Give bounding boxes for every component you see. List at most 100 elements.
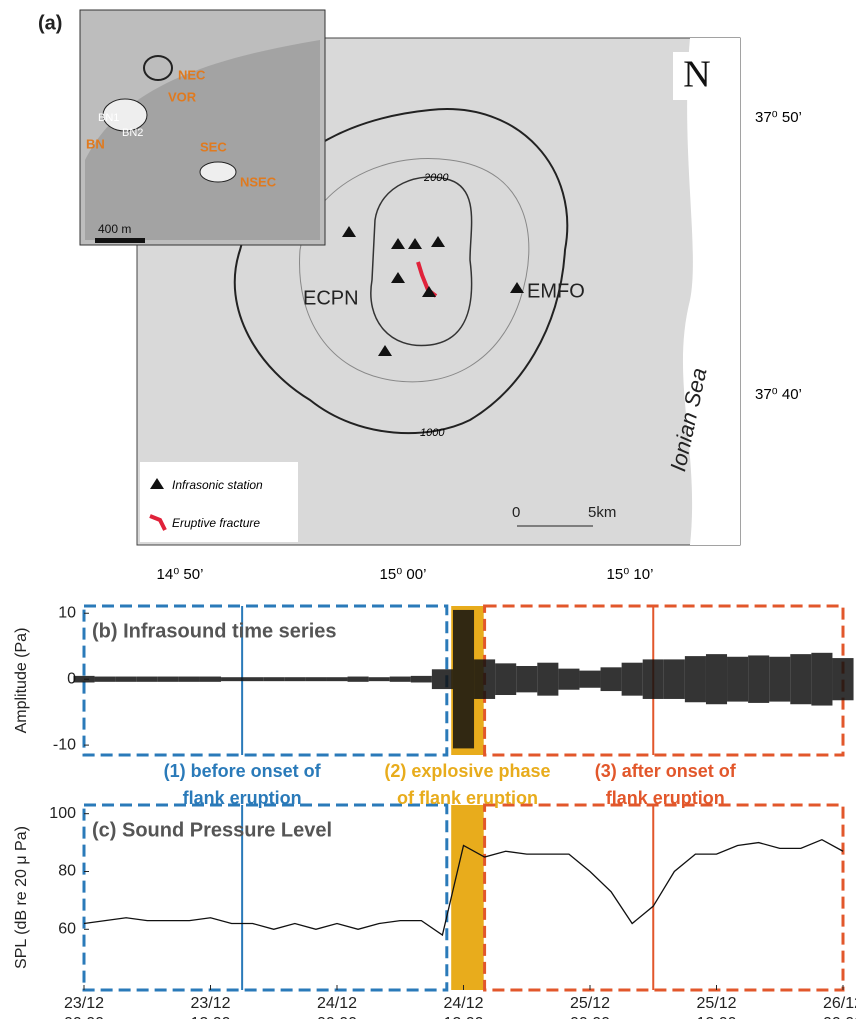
- phase-label: flank eruption: [606, 788, 725, 808]
- inset-scale-label: 400 m: [98, 222, 131, 236]
- amplitude-envelope: [452, 609, 475, 749]
- amplitude-envelope: [263, 677, 285, 682]
- y-axis-label: SPL (dB re 20 μ Pa): [13, 826, 30, 969]
- amplitude-envelope: [221, 677, 243, 682]
- inset-label: BN: [86, 136, 105, 151]
- phase-label: (1) before onset of: [164, 761, 322, 781]
- contour: [370, 176, 473, 347]
- y-tick-label: 0: [67, 670, 76, 687]
- y-tick-label: -10: [53, 736, 76, 753]
- contour: [233, 108, 569, 435]
- amplitude-envelope: [769, 656, 791, 702]
- amplitude-envelope: [284, 677, 306, 682]
- amplitude-envelope: [305, 677, 327, 682]
- inset-scale: [95, 238, 145, 243]
- x-tick-label: 24/1200:00: [317, 995, 357, 1019]
- amplitude-envelope: [157, 676, 179, 682]
- amplitude-envelope: [663, 659, 685, 699]
- stations: [342, 226, 524, 356]
- panel-label: (a): [38, 12, 62, 34]
- y-tick-label: 10: [58, 604, 76, 621]
- lat-label: 37⁰ 40’: [755, 386, 802, 403]
- amplitude-envelope: [790, 654, 812, 705]
- amplitude-envelope: [242, 677, 264, 682]
- y-tick-label: 60: [58, 921, 76, 938]
- amplitude-envelope: [495, 663, 517, 696]
- x-tick-label: 24/1212:00: [443, 995, 483, 1019]
- lon-label: 14⁰ 50’: [157, 566, 204, 583]
- x-tick-label: 23/1212:00: [190, 995, 230, 1019]
- scale-label: 0: [512, 504, 520, 521]
- amplitude-envelope: [115, 676, 137, 682]
- legend-label: Eruptive fracture: [172, 516, 260, 530]
- inset-label: NSEC: [240, 174, 277, 189]
- inset-label: NEC: [178, 67, 206, 82]
- crater: [199, 161, 237, 183]
- amplitude-envelope: [431, 669, 453, 690]
- amplitude-envelope: [537, 662, 559, 696]
- sea: [682, 38, 740, 545]
- amplitude-envelope: [600, 667, 622, 692]
- phase-box: [82, 803, 449, 992]
- amplitude-envelope: [94, 676, 116, 682]
- amplitude-envelope: [368, 677, 390, 682]
- amplitude-envelope: [621, 662, 643, 696]
- contour-label: 2000: [423, 172, 449, 184]
- legend-label: Infrasonic station: [172, 478, 263, 492]
- contour-label: 1000: [420, 427, 445, 439]
- amplitude-envelope: [136, 676, 158, 682]
- phase-box: [483, 803, 845, 992]
- chart-title: (c) Sound Pressure Level: [92, 819, 332, 841]
- amplitude-envelope: [642, 659, 664, 699]
- amplitude-envelope: [178, 676, 200, 682]
- amplitude-envelope: [73, 675, 95, 683]
- x-tick-label: 23/1200:00: [64, 995, 104, 1019]
- x-tick-label: 25/1200:00: [570, 995, 610, 1019]
- phase-label: (2) explosive phase: [384, 761, 550, 781]
- station-label: ECPN: [303, 287, 359, 309]
- y-tick-label: 80: [58, 863, 76, 880]
- phase-label: (3) after onset of: [595, 761, 737, 781]
- y-tick-label: 100: [49, 805, 76, 822]
- legend-symbol: [149, 514, 167, 531]
- contour: [299, 158, 530, 383]
- amplitude-envelope: [727, 656, 749, 702]
- amplitude-envelope: [410, 675, 432, 683]
- spl-line: [83, 838, 844, 937]
- amplitude-envelope: [326, 677, 348, 682]
- inset-shade: [85, 40, 320, 240]
- amplitude-envelope: [558, 668, 580, 690]
- crater: [143, 55, 173, 81]
- amplitude-envelope: [516, 665, 538, 693]
- phase-band: [451, 805, 484, 990]
- phase-label: flank eruption: [183, 788, 302, 808]
- inset-label: VOR: [168, 89, 197, 104]
- amplitude-envelope: [684, 656, 706, 703]
- x-tick-label: 26/1200:00: [823, 995, 856, 1019]
- amplitude-envelope: [579, 670, 601, 688]
- y-axis-label: Amplitude (Pa): [13, 628, 30, 734]
- amplitude-envelope: [199, 676, 222, 682]
- north-box: [673, 52, 721, 100]
- scale-label: 5km: [588, 504, 616, 521]
- station-label: EMFO: [527, 280, 585, 302]
- inset-label: BN2: [122, 127, 143, 139]
- amplitude-envelope: [474, 659, 496, 699]
- crater: [102, 98, 148, 132]
- amplitude-envelope: [811, 652, 833, 706]
- x-tick-label: 25/1212:00: [696, 995, 736, 1019]
- inset-label: BN1: [98, 112, 119, 124]
- legend-symbol: [150, 478, 164, 489]
- amplitude-envelope: [389, 676, 411, 682]
- phase-label: of flank eruption: [397, 788, 538, 808]
- amplitude-envelope: [705, 654, 728, 705]
- amplitude-envelope: [832, 658, 854, 701]
- chart-title: (b) Infrasound time series: [92, 620, 337, 642]
- inset-label: SEC: [200, 139, 227, 154]
- lon-label: 15⁰ 00’: [380, 566, 427, 583]
- lon-label: 15⁰ 10’: [607, 566, 654, 583]
- amplitude-envelope: [347, 676, 369, 682]
- lat-label: 37⁰ 50’: [755, 109, 802, 126]
- amplitude-envelope: [748, 655, 770, 703]
